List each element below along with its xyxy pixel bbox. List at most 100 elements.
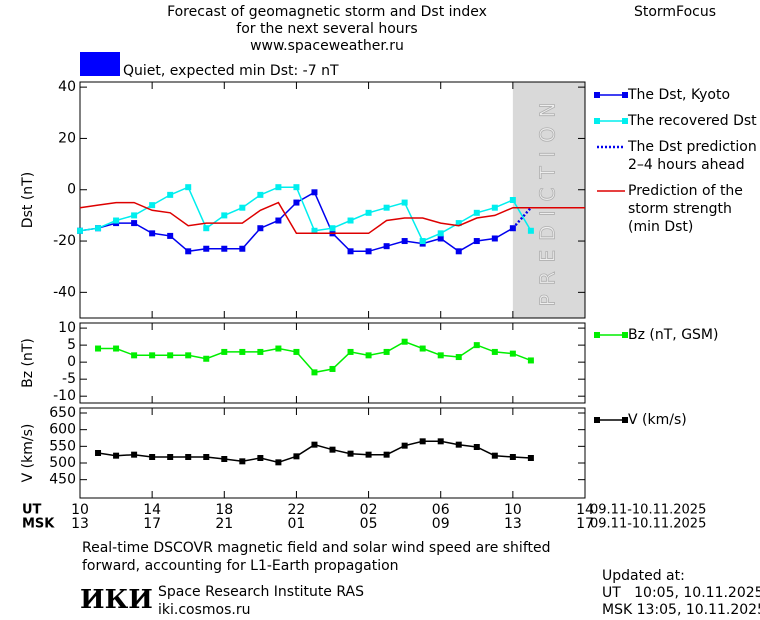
legend-label-line: (min Dst) [628, 219, 693, 235]
data-point [185, 184, 192, 191]
data-point [185, 352, 192, 359]
data-point [275, 459, 282, 466]
data-point [383, 451, 390, 458]
y-tick-label: 20 [58, 130, 76, 146]
x2-tick-label: 21 [215, 516, 233, 532]
data-point [509, 454, 516, 460]
legend-label-line: The Dst, Kyoto [627, 87, 730, 103]
footer-note: forward, accounting for L1-Earth propaga… [82, 558, 399, 574]
legend-label: V (km/s) [628, 412, 687, 428]
legend-label-line: Prediction of the [628, 183, 743, 199]
data-point [203, 225, 210, 232]
data-point [419, 438, 426, 445]
data-point [365, 209, 372, 216]
data-point [455, 248, 462, 255]
legend-label: The Dst, Kyoto [627, 87, 730, 103]
data-point [293, 453, 300, 460]
data-point [455, 441, 462, 448]
data-point [365, 451, 372, 458]
y-tick-label: 600 [49, 422, 76, 438]
y-tick-label: 0 [67, 182, 76, 198]
data-point [401, 238, 408, 245]
x-tick-label: 14 [576, 502, 594, 518]
data-point [113, 217, 120, 224]
institute: Space Research Institute RAS [158, 584, 364, 600]
data-point [221, 245, 228, 252]
data-point [95, 345, 102, 352]
x-tick-label: 14 [143, 502, 161, 518]
data-point [491, 204, 498, 211]
x-range: 09.11-10.11.2025 [590, 503, 706, 518]
data-point [293, 199, 300, 206]
legend-marker [622, 332, 628, 338]
data-point [365, 248, 372, 255]
data-point [257, 225, 264, 232]
updated-time: UT 10:05, 10.11.2025 [602, 585, 760, 601]
data-point [419, 345, 426, 352]
y-tick-label: 500 [49, 455, 76, 471]
x-tick-label: 10 [504, 502, 522, 518]
data-point [437, 230, 444, 237]
data-point [95, 225, 102, 232]
data-point [275, 217, 282, 224]
data-point [329, 365, 336, 372]
data-point [311, 227, 318, 234]
data-point [473, 209, 480, 216]
institute-url: iki.cosmos.ru [158, 602, 250, 618]
legend-marker [594, 417, 600, 423]
legend-marker [594, 332, 600, 338]
x2-tick-label: 13 [71, 516, 89, 532]
data-point [131, 451, 138, 458]
y-axis-label: Bz (nT) [20, 338, 36, 388]
data-point [149, 202, 156, 209]
data-point [149, 230, 156, 237]
updated-label: Updated at: [602, 568, 685, 584]
logo: ИКИ [80, 585, 153, 615]
prediction-label: PREDICTION [535, 94, 559, 307]
legend-marker [594, 92, 600, 98]
x-axis-label: UT [22, 503, 42, 518]
legend-label-line: Bz (nT, GSM) [628, 327, 718, 343]
data-point [329, 446, 336, 453]
x2-tick-label: 01 [288, 516, 306, 532]
data-point [167, 352, 174, 359]
data-point [95, 450, 102, 456]
title-line: Forecast of geomagnetic storm and Dst in… [167, 4, 487, 20]
x2-tick-label: 05 [360, 516, 378, 532]
data-point [509, 197, 516, 203]
y-tick-label: 0 [67, 354, 76, 370]
data-point [257, 348, 264, 355]
x2-tick-label: 09 [432, 516, 450, 532]
data-point [437, 438, 444, 445]
data-point [203, 454, 210, 460]
data-point [401, 338, 408, 345]
status-label: Quiet, expected min Dst: -7 nT [123, 63, 339, 79]
site: www.spaceweather.ru [250, 38, 404, 54]
y-tick-label: -10 [53, 388, 76, 404]
data-point [383, 243, 390, 250]
data-point [77, 227, 83, 234]
data-point [275, 184, 282, 191]
data-point [473, 342, 480, 349]
data-point [257, 191, 264, 198]
data-point [347, 248, 354, 255]
data-point [527, 227, 534, 234]
data-point [293, 348, 300, 355]
plot-frame [79, 407, 586, 499]
legend-label-line: V (km/s) [628, 412, 687, 428]
footer-note: Real-time DSCOVR magnetic field and sola… [82, 540, 551, 556]
data-point [491, 452, 498, 459]
data-point [527, 357, 534, 364]
x2-range: 09.11-10.11.2025 [590, 517, 706, 532]
data-point [401, 442, 408, 449]
brand: StormFocus [634, 4, 716, 20]
y-tick-label: 450 [49, 472, 76, 488]
y-axis-label: Dst (nT) [20, 172, 36, 228]
updated-time: MSK 13:05, 10.11.2025 [602, 602, 760, 618]
data-point [203, 355, 210, 362]
x2-tick-label: 17 [143, 516, 161, 532]
y-tick-label: 10 [58, 320, 76, 336]
data-point [293, 184, 300, 191]
data-point [221, 348, 228, 355]
